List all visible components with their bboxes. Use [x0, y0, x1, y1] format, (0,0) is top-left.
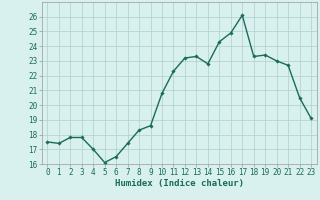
X-axis label: Humidex (Indice chaleur): Humidex (Indice chaleur): [115, 179, 244, 188]
